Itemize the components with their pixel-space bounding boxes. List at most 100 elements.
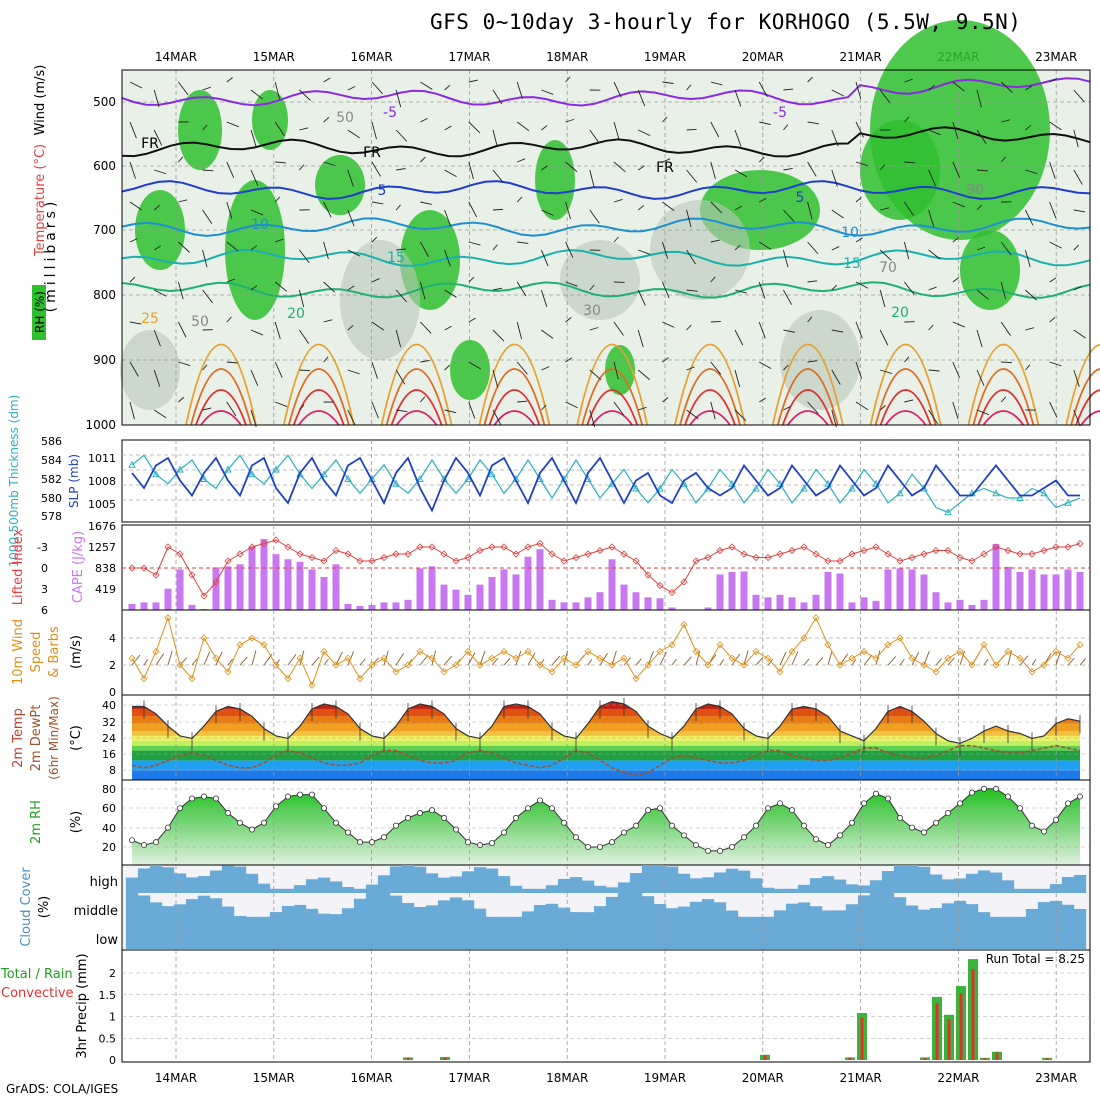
- cloud-cell: [822, 876, 834, 893]
- cape-tick: 419: [95, 583, 116, 596]
- cloud-cell: [450, 921, 462, 949]
- cloud-cell: [642, 921, 654, 949]
- cloud-cell: [162, 906, 174, 921]
- cape-bar: [825, 572, 832, 610]
- li-tick: 3: [41, 583, 48, 596]
- cloud-cell: [798, 921, 810, 949]
- rh-contour-fill: [120, 330, 180, 410]
- rh-point: [225, 810, 230, 815]
- rh-point: [729, 844, 734, 849]
- cloud-cell: [234, 921, 246, 949]
- cloud-level-label: middle: [74, 904, 118, 919]
- cloud-cell: [330, 881, 342, 893]
- pressure-tick: 600: [93, 159, 116, 173]
- precip-convective-bar: [948, 1019, 951, 1060]
- cloud-cell: [810, 906, 822, 921]
- cloud-cell: [702, 899, 714, 921]
- precip-convective-bar: [1046, 1058, 1049, 1060]
- thickness-tick: 586: [41, 435, 62, 448]
- cape-bar: [1065, 569, 1072, 610]
- date-label-bottom: 14MAR: [155, 1071, 197, 1085]
- temp-tick: 40: [102, 699, 116, 712]
- rh-point: [1065, 801, 1070, 806]
- cloud-cell: [558, 921, 570, 949]
- rh-point: [333, 820, 338, 825]
- legend-temperature: Temperature (°C): [33, 144, 48, 257]
- rh-point: [969, 790, 974, 795]
- cloud-cell: [306, 879, 318, 893]
- precip-convective-bar: [996, 1053, 999, 1060]
- cloud-cell: [978, 921, 990, 949]
- li-tick: -3: [37, 541, 48, 554]
- cloud-cell: [930, 875, 942, 893]
- cloud-cell: [834, 921, 846, 949]
- cape-bar: [885, 569, 892, 610]
- cloud-cell: [318, 921, 330, 949]
- cape-bar: [393, 602, 400, 610]
- rh-point: [453, 827, 458, 832]
- cloud-cell: [666, 921, 678, 949]
- cloud-cell: [630, 893, 642, 921]
- rh-point: [381, 835, 386, 840]
- cloud-cell: [318, 878, 330, 893]
- cloud-cell: [990, 873, 1002, 893]
- cloud-cell: [270, 912, 282, 921]
- rh-point: [873, 791, 878, 796]
- precip-convective-bar: [924, 1058, 927, 1060]
- cloud-cell: [174, 873, 186, 893]
- cloud-cell: [834, 910, 846, 921]
- cloud-cell: [486, 921, 498, 949]
- cloud-cell: [714, 902, 726, 921]
- cloud-cell: [966, 921, 978, 949]
- cape-bar: [513, 574, 520, 610]
- cape-bar: [273, 554, 280, 610]
- upper-legend: Wind (m/s)Temperature (°C)RH (%): [32, 65, 48, 340]
- cloud-cell: [402, 921, 414, 949]
- cloud-cell: [618, 921, 630, 949]
- cape-bar: [297, 562, 304, 610]
- wind-label-a: 10m Wind: [11, 619, 26, 685]
- cape-bar: [177, 569, 184, 610]
- cloud-cell: [954, 878, 966, 893]
- rh-contour-fill: [535, 140, 575, 220]
- cloud-cell: [798, 902, 810, 921]
- contour-label: 50: [191, 314, 209, 330]
- pressure-tick: 900: [93, 353, 116, 367]
- thickness-tick: 582: [41, 473, 62, 486]
- cloud-cell: [462, 921, 474, 949]
- cloud-cell: [366, 885, 378, 893]
- rh-point: [417, 810, 422, 815]
- date-label-top: 15MAR: [253, 50, 295, 64]
- temp-band: [122, 746, 1090, 751]
- cape-bar: [585, 597, 592, 610]
- cloud-cell: [402, 865, 414, 893]
- rh-point: [909, 825, 914, 830]
- cloud-cell: [366, 893, 378, 921]
- precip-tick: 2: [109, 967, 116, 980]
- rh-point: [753, 823, 758, 828]
- cloud-cell: [414, 867, 426, 893]
- cloud-cell: [702, 921, 714, 949]
- pressure-tick: 1000: [85, 418, 116, 432]
- cloud-cell: [858, 885, 870, 893]
- cloud-cell: [186, 899, 198, 921]
- cloud-cell: [978, 870, 990, 893]
- cloud-cell: [882, 893, 894, 921]
- rh-point: [321, 806, 326, 811]
- cloud-cell: [270, 921, 282, 949]
- cape-bar: [1029, 569, 1036, 610]
- cloud-cell: [990, 921, 1002, 949]
- cloud-cell: [678, 921, 690, 949]
- cloud-cell: [810, 921, 822, 949]
- rh-point: [693, 842, 698, 847]
- minmax-label: (6hr Min/Max): [47, 696, 61, 780]
- cape-bar: [561, 602, 568, 610]
- pressure-tick: 800: [93, 288, 116, 302]
- cloud-cell: [834, 880, 846, 893]
- cape-bar: [369, 605, 376, 610]
- rh-point: [801, 823, 806, 828]
- cape-bar: [345, 604, 352, 610]
